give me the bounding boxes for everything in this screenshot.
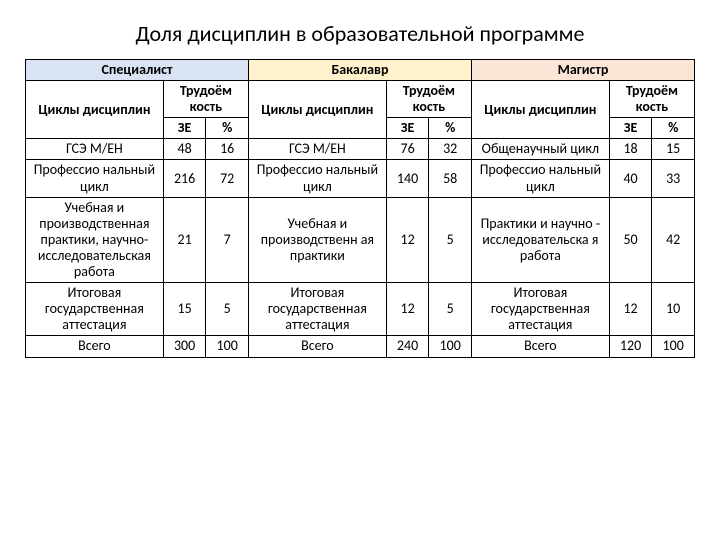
- col-cycles-mag: Циклы дисциплин: [471, 81, 609, 139]
- cell-pct: 7: [206, 197, 249, 282]
- cell-ze: 12: [609, 283, 652, 336]
- col-ze-bak: ЗЕ: [386, 118, 429, 139]
- cell-label: Итоговая государственная аттестация: [248, 283, 386, 336]
- cell-label: Всего: [471, 336, 609, 357]
- col-cycles-spec: Циклы дисциплин: [26, 81, 164, 139]
- cell-label: Практики и научно - исследовательска я р…: [471, 197, 609, 282]
- cell-pct: 32: [429, 139, 472, 160]
- cell-label: ГСЭ М/ЕН: [248, 139, 386, 160]
- table-row: Всего 300 100 Всего 240 100 Всего 120 10…: [26, 336, 695, 357]
- cell-label: Профессио нальный цикл: [26, 160, 164, 197]
- cell-ze: 50: [609, 197, 652, 282]
- subheader-row-1: Циклы дисциплин Трудоём кость Циклы дисц…: [26, 81, 695, 118]
- cell-label: Итоговая государственная аттестация: [26, 283, 164, 336]
- table-row: Итоговая государственная аттестация 15 5…: [26, 283, 695, 336]
- program-specialist: Специалист: [26, 60, 249, 81]
- cell-pct: 5: [429, 197, 472, 282]
- table-row: Учебная и производственная практики, нау…: [26, 197, 695, 282]
- program-bachelor: Бакалавр: [248, 60, 471, 81]
- cell-pct: 100: [206, 336, 249, 357]
- cell-label: Учебная и производственн ая практики: [248, 197, 386, 282]
- cell-pct: 42: [652, 197, 695, 282]
- col-labor-bak: Трудоём кость: [386, 81, 471, 118]
- program-master: Магистр: [471, 60, 694, 81]
- cell-ze: 12: [386, 197, 429, 282]
- cell-ze: 21: [163, 197, 206, 282]
- cell-label: Общенаучный цикл: [471, 139, 609, 160]
- disciplines-table: Специалист Бакалавр Магистр Циклы дисцип…: [25, 59, 695, 358]
- cell-ze: 18: [609, 139, 652, 160]
- cell-pct: 5: [429, 283, 472, 336]
- cell-ze: 48: [163, 139, 206, 160]
- cell-label: Всего: [248, 336, 386, 357]
- page-title: Доля дисциплин в образовательной програм…: [25, 20, 695, 47]
- col-pct-spec: %: [206, 118, 249, 139]
- col-ze-mag: ЗЕ: [609, 118, 652, 139]
- cell-label: Всего: [26, 336, 164, 357]
- cell-pct: 33: [652, 160, 695, 197]
- cell-ze: 15: [163, 283, 206, 336]
- col-pct-bak: %: [429, 118, 472, 139]
- table-row: ГСЭ М/ЕН 48 16 ГСЭ М/ЕН 76 32 Общенаучны…: [26, 139, 695, 160]
- program-header-row: Специалист Бакалавр Магистр: [26, 60, 695, 81]
- cell-ze: 40: [609, 160, 652, 197]
- cell-ze: 216: [163, 160, 206, 197]
- table-row: Профессио нальный цикл 216 72 Профессио …: [26, 160, 695, 197]
- col-labor-spec: Трудоём кость: [163, 81, 248, 118]
- cell-ze: 76: [386, 139, 429, 160]
- cell-pct: 10: [652, 283, 695, 336]
- cell-pct: 5: [206, 283, 249, 336]
- cell-pct: 72: [206, 160, 249, 197]
- col-ze-spec: ЗЕ: [163, 118, 206, 139]
- cell-ze: 140: [386, 160, 429, 197]
- col-pct-mag: %: [652, 118, 695, 139]
- cell-ze: 300: [163, 336, 206, 357]
- cell-label: Профессио нальный цикл: [471, 160, 609, 197]
- col-cycles-bak: Циклы дисциплин: [248, 81, 386, 139]
- col-labor-mag: Трудоём кость: [609, 81, 694, 118]
- cell-label: ГСЭ М/ЕН: [26, 139, 164, 160]
- cell-pct: 15: [652, 139, 695, 160]
- cell-label: Итоговая государственная аттестация: [471, 283, 609, 336]
- cell-ze: 120: [609, 336, 652, 357]
- cell-ze: 12: [386, 283, 429, 336]
- cell-pct: 58: [429, 160, 472, 197]
- cell-label: Профессио нальный цикл: [248, 160, 386, 197]
- cell-ze: 240: [386, 336, 429, 357]
- cell-label: Учебная и производственная практики, нау…: [26, 197, 164, 282]
- cell-pct: 16: [206, 139, 249, 160]
- cell-pct: 100: [429, 336, 472, 357]
- cell-pct: 100: [652, 336, 695, 357]
